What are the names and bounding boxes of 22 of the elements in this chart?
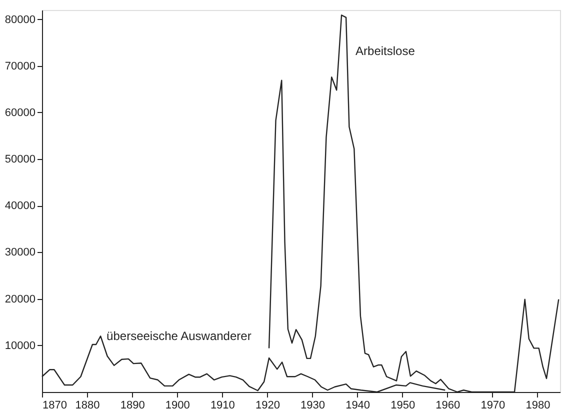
series-label: Arbeitslose [356,44,416,58]
x-tick-label: 1890 [120,400,145,412]
x-tick-label: 1980 [526,400,550,412]
x-tick-label: 1920 [255,400,280,412]
y-tick-label: 20000 [4,293,36,306]
x-tick-label: 1870 [42,400,67,412]
y-tick-label: 70000 [4,60,36,72]
x-tick-label: 1960 [436,400,460,412]
y-tick-label: 60000 [4,106,36,119]
x-tick-label: 1940 [346,400,370,412]
x-tick-label: 1950 [390,400,416,412]
x-tick-label: 1930 [300,400,326,412]
x-tick-label: 1880 [75,400,100,412]
series-label: überseeische Auswanderer [106,329,252,344]
x-tick-label: 1910 [210,400,235,412]
x-tick-label: 1970 [480,400,506,412]
y-tick-label: 40000 [4,200,36,212]
y-tick-label: 50000 [4,154,36,166]
y-tick-label: 30000 [4,246,36,259]
x-tick-label: 1900 [165,400,190,412]
y-tick-label: 80000 [4,14,36,26]
y-tick-label: 10000 [4,340,36,352]
